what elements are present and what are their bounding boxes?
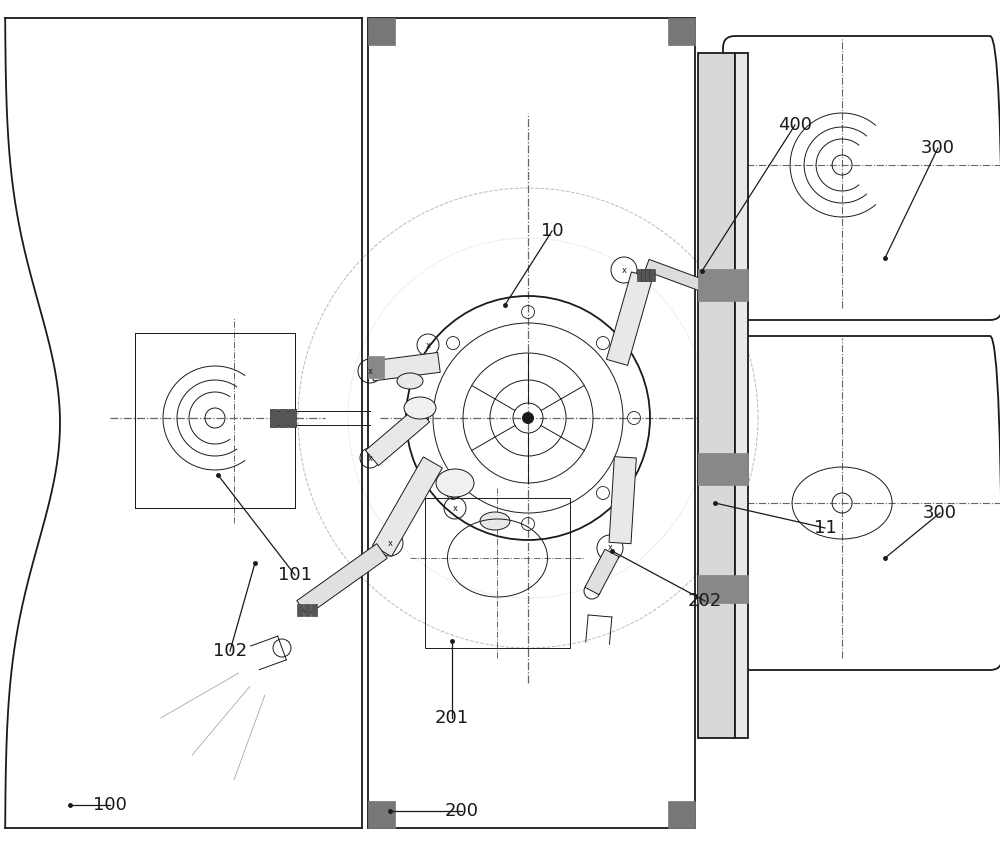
Bar (135, 333, 295, 508)
Text: x: x (368, 453, 372, 463)
Text: x: x (368, 367, 372, 375)
Ellipse shape (404, 397, 436, 419)
Text: 100: 100 (93, 796, 127, 814)
Bar (425, 498, 570, 648)
Text: 101: 101 (278, 566, 312, 584)
Bar (304, 604, 310, 616)
Text: x: x (452, 503, 458, 513)
Bar (368, 801, 395, 828)
Polygon shape (366, 406, 430, 466)
Text: 202: 202 (688, 592, 722, 610)
Ellipse shape (397, 373, 423, 389)
Text: x: x (426, 341, 430, 350)
Bar (270, 409, 278, 427)
Bar (368, 18, 695, 828)
Text: 200: 200 (445, 802, 479, 820)
Text: x: x (388, 539, 392, 547)
Text: 300: 300 (921, 139, 955, 157)
Bar (279, 409, 287, 427)
Text: x: x (622, 266, 626, 274)
Bar (698, 453, 748, 485)
Text: 300: 300 (923, 504, 957, 522)
Bar (698, 269, 748, 301)
Bar (698, 575, 748, 603)
Bar (668, 18, 695, 45)
Bar (649, 269, 655, 281)
Text: 11: 11 (814, 519, 836, 537)
Bar (637, 269, 643, 281)
Text: 102: 102 (213, 642, 247, 660)
Text: x: x (608, 544, 612, 552)
Text: 201: 201 (435, 709, 469, 727)
Bar (288, 409, 296, 427)
Polygon shape (585, 549, 619, 595)
Circle shape (522, 413, 534, 424)
Bar (368, 18, 395, 45)
Bar (311, 604, 317, 616)
Bar (645, 269, 651, 281)
Polygon shape (609, 457, 636, 544)
Polygon shape (372, 457, 442, 557)
Text: 400: 400 (778, 116, 812, 134)
Polygon shape (297, 544, 387, 615)
Polygon shape (645, 260, 703, 291)
Bar (735, 53, 748, 738)
Bar (135, 333, 295, 508)
Polygon shape (371, 352, 440, 381)
Bar (368, 356, 384, 378)
Text: 10: 10 (541, 222, 563, 240)
Bar (641, 269, 647, 281)
Bar (668, 801, 695, 828)
Bar (698, 53, 735, 738)
Ellipse shape (480, 512, 510, 530)
Bar (297, 604, 303, 616)
Polygon shape (606, 272, 653, 365)
Ellipse shape (436, 469, 474, 497)
